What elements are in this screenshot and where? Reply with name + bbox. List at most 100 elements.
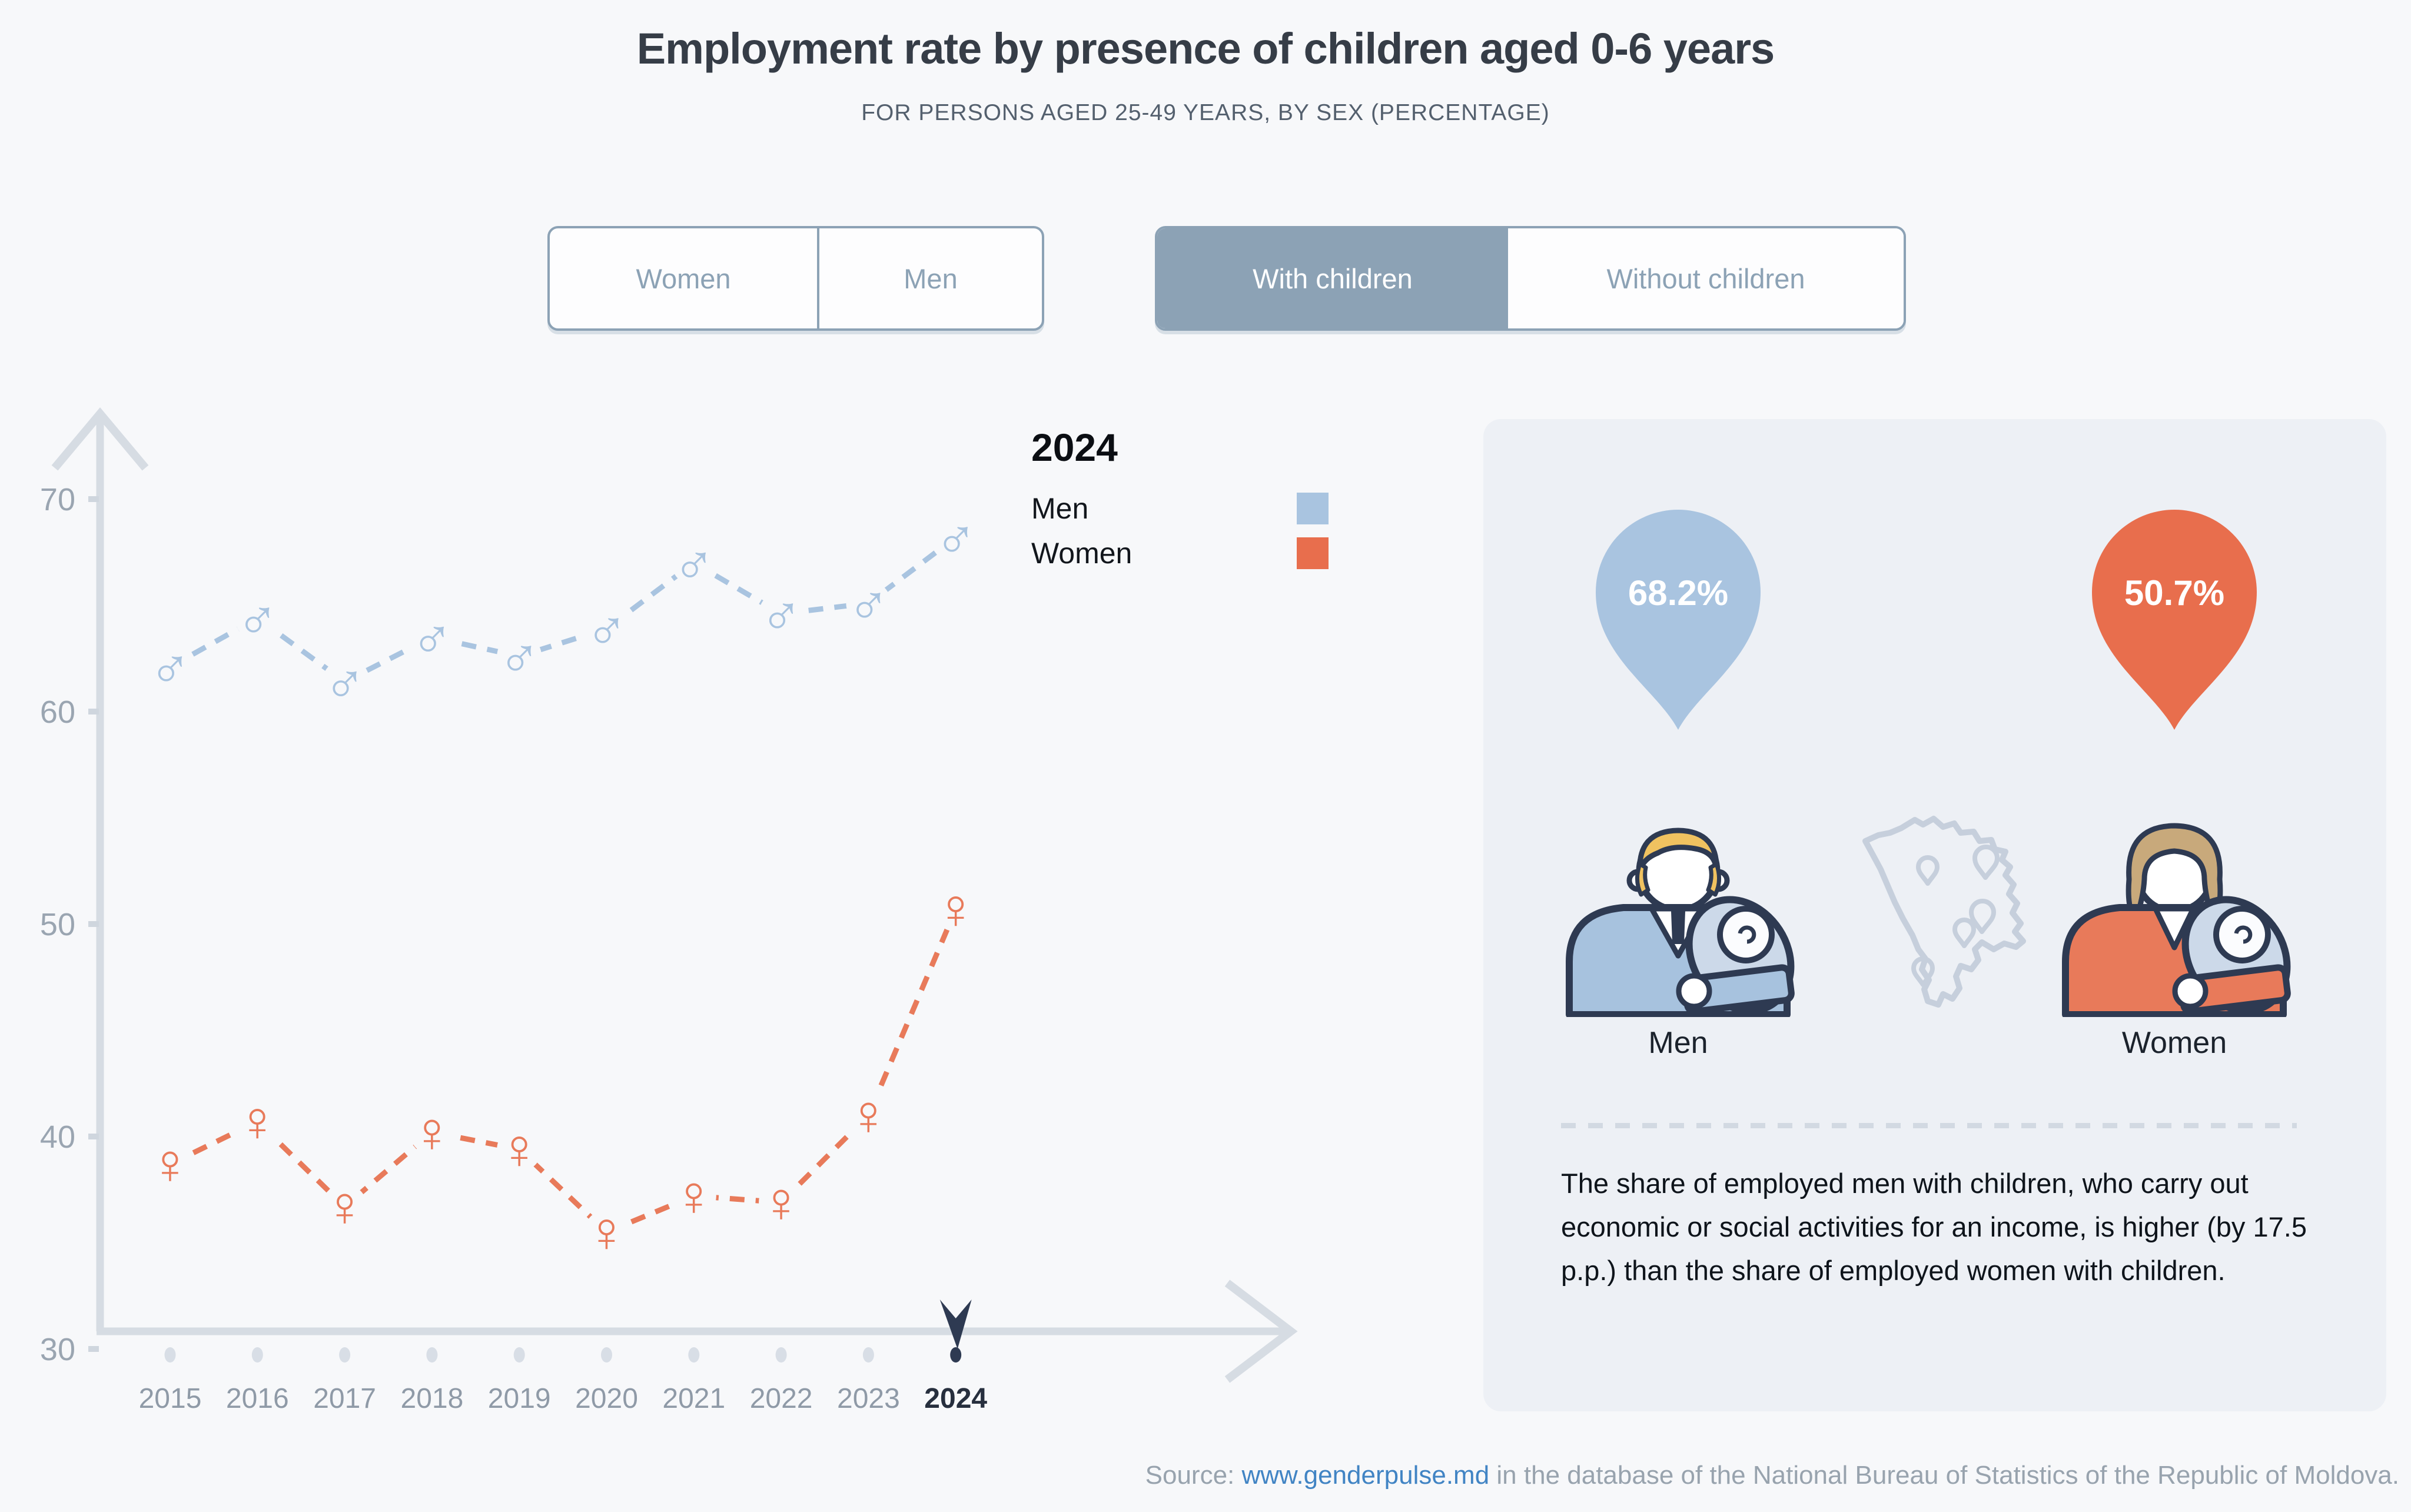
data-point-men-2023: ♂ <box>847 571 889 634</box>
page-subtitle: FOR PERSONS AGED 25-49 YEARS, BY SEX (PE… <box>861 100 1550 125</box>
legend-row-women[interactable]: Women <box>1031 531 1329 576</box>
summary-panel: 68.2% 50.7% <box>1483 419 2386 1411</box>
marker-halo <box>671 540 716 586</box>
year-dot-2023[interactable] <box>862 1347 874 1363</box>
data-point-men-2020: ♂ <box>586 597 628 660</box>
y-axis-arrow-icon <box>51 407 149 471</box>
legend-row-men[interactable]: Men <box>1031 486 1329 531</box>
year-dot-2018[interactable] <box>426 1347 438 1363</box>
marker-halo <box>148 1141 192 1187</box>
year-label-2019[interactable]: 2019 <box>488 1383 551 1414</box>
children-toggle-group: With children Without children <box>1155 226 1906 331</box>
marker-halo <box>148 644 192 690</box>
data-point-women-2018: ♀ <box>411 1101 453 1164</box>
series-line-women <box>169 908 958 1235</box>
year-label-2023[interactable]: 2023 <box>837 1383 900 1414</box>
data-point-men-2015: ♂ <box>149 636 191 699</box>
data-point-men-2024: ♂ <box>935 506 977 569</box>
marker-halo <box>584 1209 629 1255</box>
source-suffix: in the database of the National Bureau o… <box>1489 1461 2399 1490</box>
year-dot-2021[interactable] <box>688 1347 700 1363</box>
year-label-2018[interactable]: 2018 <box>401 1383 464 1414</box>
y-tick-label: 70 <box>40 482 75 517</box>
y-tick-label: 60 <box>40 694 75 730</box>
moldova-map-icon <box>1862 816 2026 1008</box>
legend-swatch-women-icon <box>1297 537 1329 569</box>
marker-halo <box>497 634 542 679</box>
men-value-pin-icon: 68.2% <box>1596 510 1761 730</box>
series-line-men <box>168 535 958 685</box>
y-tick-label: 50 <box>40 907 75 942</box>
year-dot-2017[interactable] <box>339 1347 351 1363</box>
toggle-option-without-children[interactable]: Without children <box>1508 228 1904 328</box>
data-point-women-2024: ♀ <box>935 878 977 941</box>
marker-halo <box>235 1099 280 1144</box>
legend-year-title: 2024 <box>1031 426 1118 469</box>
legend-swatch-men-icon <box>1297 493 1329 524</box>
data-point-women-2017: ♀ <box>324 1175 366 1238</box>
data-point-women-2019: ♀ <box>498 1118 540 1181</box>
data-point-men-2021: ♂ <box>673 531 715 594</box>
data-point-men-2019: ♂ <box>498 625 540 688</box>
legend-label-women: Women <box>1031 537 1133 570</box>
data-point-men-2017: ♂ <box>324 650 366 713</box>
chart-legend: 2024 Men Women <box>1031 425 1329 576</box>
year-dot-2015[interactable] <box>164 1347 176 1363</box>
data-point-women-2016: ♀ <box>236 1090 278 1153</box>
line-chart: 70 60 50 40 30 2015 2016 2017 2018 2019 2020 2021 20… <box>40 407 1298 1414</box>
y-tick-label: 40 <box>40 1119 75 1155</box>
year-label-2020[interactable]: 2020 <box>575 1383 638 1414</box>
source-line: Source: www.genderpulse.md in the databa… <box>0 1461 2399 1490</box>
sex-toggle-group: Women Men <box>547 226 1044 331</box>
year-dot-2016[interactable] <box>251 1347 263 1363</box>
marker-halo <box>846 1092 891 1138</box>
toggle-option-women[interactable]: Women <box>550 228 819 328</box>
year-label-2015[interactable]: 2015 <box>139 1383 202 1414</box>
data-point-women-2020: ♀ <box>586 1201 628 1264</box>
toggle-option-men[interactable]: Men <box>904 262 958 294</box>
man-with-baby-icon <box>1566 828 1795 1017</box>
panel-men-label: Men <box>1648 1026 1708 1060</box>
year-label-2017[interactable]: 2017 <box>313 1383 376 1414</box>
dashed-divider <box>1561 1123 2297 1128</box>
marker-halo <box>497 1126 542 1172</box>
x-axis-arrow-icon <box>1224 1280 1298 1383</box>
data-point-women-2023: ♀ <box>847 1084 889 1147</box>
marker-halo <box>933 886 978 932</box>
data-point-men-2016: ♂ <box>236 587 278 650</box>
women-value-pin-icon: 50.7% <box>2092 510 2257 730</box>
source-link[interactable]: www.genderpulse.md <box>1241 1461 1490 1490</box>
year-dot-2022[interactable] <box>775 1347 787 1363</box>
marker-halo <box>409 614 454 660</box>
year-dot-2020[interactable] <box>601 1347 612 1363</box>
toggle-option-with-children[interactable]: With children <box>1157 228 1508 328</box>
year-dot-2019[interactable] <box>513 1347 525 1363</box>
y-tick-label: 30 <box>40 1332 75 1367</box>
panel-note: The share of employed men with children,… <box>1561 1168 2307 1286</box>
men-pin-value: 68.2% <box>1628 573 1728 613</box>
year-label-2024[interactable]: 2024 <box>924 1383 987 1414</box>
year-dot-2024[interactable] <box>950 1347 962 1363</box>
panel-women-label: Women <box>2121 1026 2227 1060</box>
data-point-men-2022: ♂ <box>760 582 802 645</box>
marker-halo <box>235 596 280 641</box>
year-label-2022[interactable]: 2022 <box>750 1383 813 1414</box>
selected-year-cursor-icon[interactable] <box>939 1300 972 1349</box>
marker-halo <box>584 606 629 652</box>
marker-halo <box>759 1179 804 1225</box>
data-point-men-2018: ♂ <box>411 606 453 669</box>
data-point-women-2021: ♀ <box>673 1165 715 1228</box>
marker-halo <box>933 514 978 560</box>
data-point-women-2022: ♀ <box>760 1171 802 1234</box>
woman-with-baby-icon <box>2062 823 2291 1017</box>
year-label-2016[interactable]: 2016 <box>226 1383 289 1414</box>
source-prefix: Source: <box>1145 1461 1242 1490</box>
women-pin-value: 50.7% <box>2124 573 2224 613</box>
page-title: Employment rate by presence of children … <box>636 24 1775 73</box>
marker-halo <box>846 580 891 626</box>
marker-halo <box>409 1109 454 1155</box>
data-point-women-2015: ♀ <box>149 1132 191 1195</box>
legend-label-men: Men <box>1031 492 1089 525</box>
marker-halo <box>671 1174 716 1219</box>
year-label-2021[interactable]: 2021 <box>662 1383 725 1414</box>
